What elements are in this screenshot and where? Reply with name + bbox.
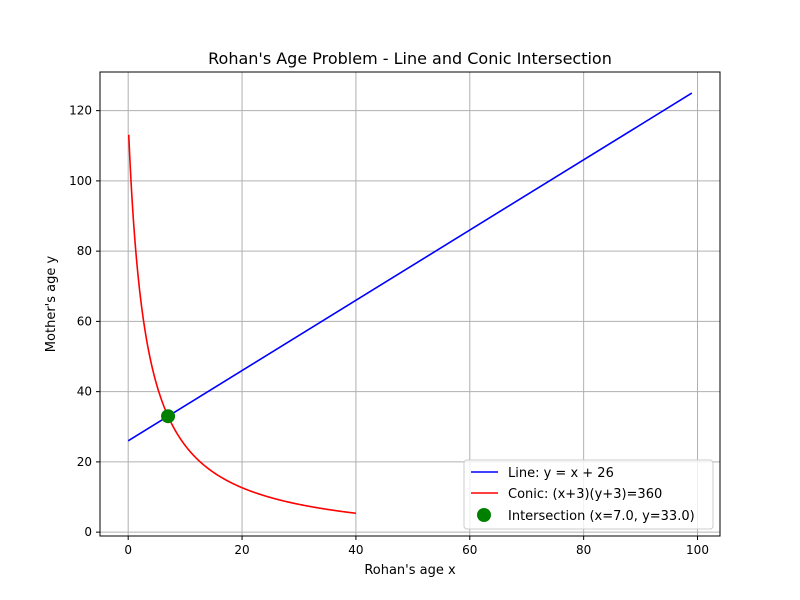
x-tick-label: 40	[348, 543, 363, 557]
y-tick-label: 60	[77, 314, 92, 328]
gridlines	[100, 72, 720, 536]
series-line	[127, 92, 693, 442]
y-tick-label: 40	[77, 385, 92, 399]
legend-box	[463, 459, 714, 530]
x-tick-label: 100	[686, 543, 709, 557]
x-tick-label: 0	[124, 543, 132, 557]
legend-label-conic: Conic: (x+3)(y+3)=360	[508, 487, 662, 502]
x-tick-label: 20	[234, 543, 249, 557]
x-tick-label: 60	[462, 543, 477, 557]
intersection-point	[161, 409, 176, 424]
y-axis-label: Mother's age y	[44, 256, 59, 353]
plot-area	[127, 92, 693, 515]
axes-frame	[99, 71, 721, 537]
x-axis-ticks: 0 20 40 60 80 100	[124, 536, 709, 557]
y-tick-label: 0	[84, 525, 92, 539]
legend-point-swatch	[477, 508, 491, 522]
chart-title: Rohan's Age Problem - Line and Conic Int…	[208, 49, 612, 68]
legend: Line: y = x + 26 Conic: (x+3)(y+3)=360 I…	[463, 459, 714, 530]
x-axis-label: Rohan's age x	[364, 563, 456, 578]
y-tick-label: 80	[77, 244, 92, 258]
y-axis-ticks: 0 20 40 60 80 100 120	[69, 104, 100, 539]
y-tick-label: 120	[69, 104, 92, 118]
legend-label-line: Line: y = x + 26	[508, 466, 614, 481]
y-tick-label: 20	[77, 455, 92, 469]
x-tick-label: 80	[576, 543, 591, 557]
legend-label-intersection: Intersection (x=7.0, y=33.0)	[508, 509, 695, 524]
y-tick-label: 100	[69, 174, 92, 188]
